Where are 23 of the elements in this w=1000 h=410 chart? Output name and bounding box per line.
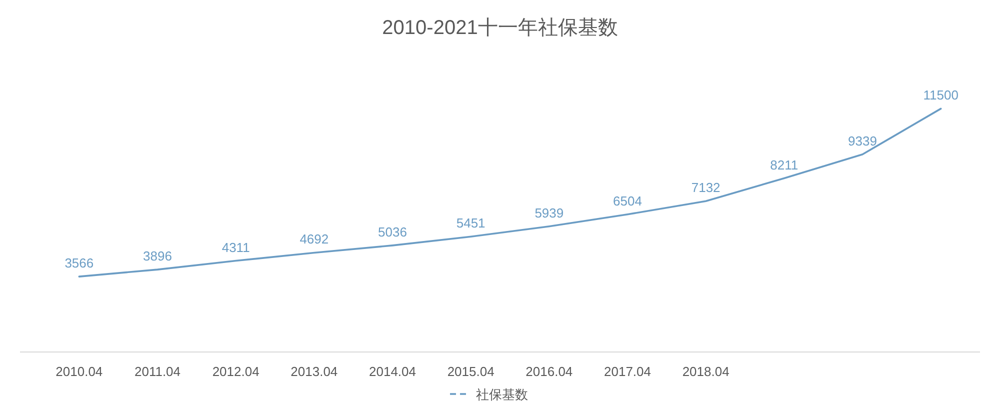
x-tick-label: 2015.04	[447, 364, 494, 379]
x-tick-label: 2014.04	[369, 364, 416, 379]
data-label: 3566	[64, 256, 94, 271]
chart-title: 2010-2021十一年社保基数	[382, 17, 618, 39]
data-label: 5939	[534, 205, 564, 220]
legend-label: 社保基数	[476, 387, 528, 402]
x-tick-label: 2013.04	[290, 364, 338, 379]
data-label: 11500	[923, 88, 958, 103]
x-tick-label: 2012.04	[212, 364, 260, 379]
data-label: 5451	[456, 216, 486, 231]
x-tick-label: 2016.04	[526, 364, 573, 379]
data-label: 6504	[613, 193, 642, 208]
data-label: 7132	[691, 180, 720, 196]
x-tick-label: 2011.04	[134, 364, 181, 379]
data-label: 4311	[222, 240, 250, 255]
data-label: 9339	[848, 133, 877, 148]
data-label: 4692	[300, 232, 329, 247]
x-tick-label: 2018.04	[682, 364, 730, 379]
x-tick-label: 2010.04	[56, 364, 103, 379]
data-label: 3896	[143, 248, 172, 264]
data-label: 5036	[378, 224, 407, 240]
data-label: 8211	[770, 157, 798, 172]
x-tick-label: 2017.04	[604, 364, 651, 379]
